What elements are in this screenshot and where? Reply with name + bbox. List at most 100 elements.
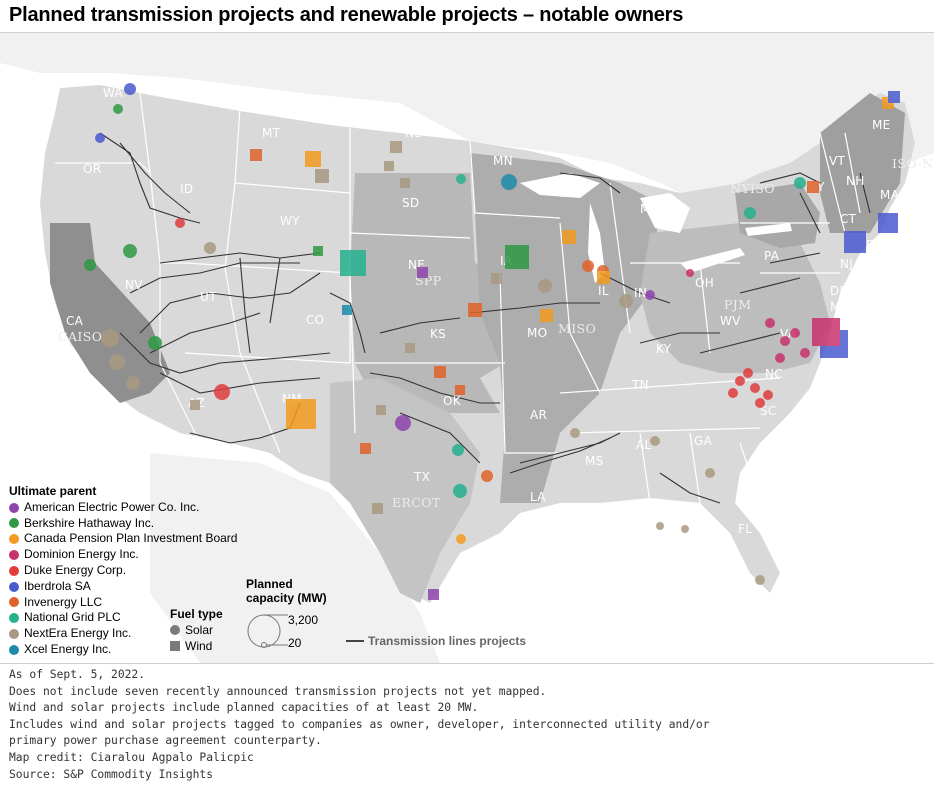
nextera-solar-marker (656, 522, 664, 530)
legend-swatch-icon (9, 613, 19, 624)
nextera-solar-marker (650, 436, 660, 446)
duke-solar-marker (750, 383, 760, 393)
invenergy-solar-marker (582, 260, 594, 272)
legend-item-label: Invenergy LLC (24, 594, 103, 609)
state-label-mn: MN (493, 154, 513, 168)
legend-swatch-icon (9, 565, 19, 576)
legend-title: Ultimate parent (9, 484, 97, 498)
legend-item: Dominion Energy Inc. (9, 547, 237, 563)
footnotes: As of Sept. 5, 2022. Does not include sev… (9, 667, 710, 783)
invenergy-wind-marker (468, 303, 482, 317)
nextera-solar-marker (619, 294, 633, 308)
rto-label-caiso: CAISO (58, 329, 102, 344)
dominion-solar-marker (775, 353, 785, 363)
invenergy-wind-marker (434, 366, 446, 378)
state-label-sc: SC (760, 404, 777, 418)
footnote-line: Does not include seven recently announce… (9, 684, 547, 698)
fuel-legend-title: Fuel type (170, 607, 223, 621)
footnote-line: primary power purchase agreement counter… (9, 734, 322, 748)
invenergy-wind-marker (360, 443, 371, 454)
nextera-solar-marker (705, 468, 715, 478)
dominion-solar-marker (790, 328, 800, 338)
iberdrola-solar-marker (95, 133, 105, 143)
rto-label-nyiso: NYISO (730, 181, 775, 196)
nationalgrid-solar-marker (794, 177, 806, 189)
berkshire-solar-marker (113, 104, 123, 114)
dominion-solar-marker (686, 269, 694, 277)
state-label-mo: MO (527, 326, 547, 340)
cppib-wind-marker (286, 399, 316, 429)
legend-item: Canada Pension Plan Investment Board (9, 531, 237, 547)
state-label-al: AL (636, 438, 652, 452)
capacity-title-line2: capacity (MW) (246, 591, 327, 605)
duke-solar-marker (763, 390, 773, 400)
duke-solar-marker (743, 368, 753, 378)
state-label-ri: RI (866, 238, 878, 252)
duke-solar-marker (735, 376, 745, 386)
state-label-ct: CT (840, 212, 857, 226)
dominion-solar-marker (812, 318, 840, 346)
nextera-wind-marker (315, 169, 329, 183)
rto-label-ercot: ERCOT (392, 495, 441, 510)
transmission-line-icon (346, 640, 364, 642)
owner-legend: Ultimate parent American Electric Power … (9, 484, 237, 658)
aep-wind-marker (428, 589, 439, 600)
state-label-mt: MT (262, 126, 281, 140)
legend-item-label: Xcel Energy Inc. (24, 641, 112, 656)
iberdrola-wind-marker (844, 231, 866, 253)
state-labels: WA OR ID MT WY ND SD MN WI MI NY VT NH M… (66, 86, 899, 536)
state-label-tn: TN (631, 378, 649, 392)
nextera-wind-marker (384, 161, 394, 171)
footnote-line: Includes wind and solar projects tagged … (9, 717, 710, 731)
invenergy-wind-marker (807, 181, 819, 193)
mexico-land (150, 453, 440, 663)
isone-region (820, 93, 905, 233)
state-label-in: IN (634, 286, 647, 300)
nationalgrid-solar-marker (452, 444, 464, 456)
fuel-solar-label: Solar (185, 623, 214, 637)
dominion-solar-marker (780, 336, 790, 346)
cppib-solar-marker (456, 534, 466, 544)
state-label-md: MD (830, 300, 850, 314)
aep-solar-marker (645, 290, 655, 300)
transmission-lines-label: Transmission lines projects (368, 634, 527, 648)
cppib-wind-marker (597, 271, 610, 284)
nextera-wind-marker (400, 178, 410, 188)
iberdrola-wind-marker (888, 91, 900, 103)
nextera-solar-marker (126, 376, 140, 390)
state-label-wa: WA (103, 86, 124, 100)
state-label-ga: GA (694, 434, 713, 448)
state-label-vt: VT (829, 154, 846, 168)
state-label-tx: TX (413, 470, 430, 484)
nationalgrid-solar-marker (744, 207, 756, 219)
wind-square-icon (170, 641, 180, 651)
capacity-max-label: 3,200 (288, 613, 319, 627)
state-label-wy: WY (280, 214, 300, 228)
state-label-pa: PA (764, 249, 780, 263)
cppib-wind-marker (540, 309, 553, 322)
state-label-nj: NJ (840, 257, 853, 271)
rto-label-isone: ISO-NE (892, 156, 934, 171)
capacity-title-line1: Planned (246, 577, 293, 591)
state-label-wv: WV (720, 314, 741, 328)
legend-item: NextEra Energy Inc. (9, 626, 237, 642)
state-label-fl: FL (738, 522, 752, 536)
legend-item: National Grid PLC (9, 610, 237, 626)
capacity-legend: Planned capacity (MW) 3,200 20 (246, 577, 327, 650)
state-label-ok: OK (443, 394, 462, 408)
legend-swatch-icon (9, 502, 19, 513)
aep-wind-marker (417, 267, 428, 278)
state-label-wi: WI (558, 186, 574, 200)
xcel-solar-marker (501, 174, 517, 190)
aep-solar-marker (395, 415, 411, 431)
berkshire-solar-marker (84, 259, 96, 271)
legend-swatch-icon (9, 581, 19, 592)
us-map: WA OR ID MT WY ND SD MN WI MI NY VT NH M… (0, 33, 934, 663)
nextera-solar-marker (109, 354, 125, 370)
nextera-solar-marker (101, 329, 119, 347)
state-label-nh: NH (846, 174, 865, 188)
nextera-solar-marker (570, 428, 580, 438)
legend-swatch-icon (9, 518, 19, 529)
state-label-de: DE (830, 284, 847, 298)
canada-land (0, 33, 934, 213)
